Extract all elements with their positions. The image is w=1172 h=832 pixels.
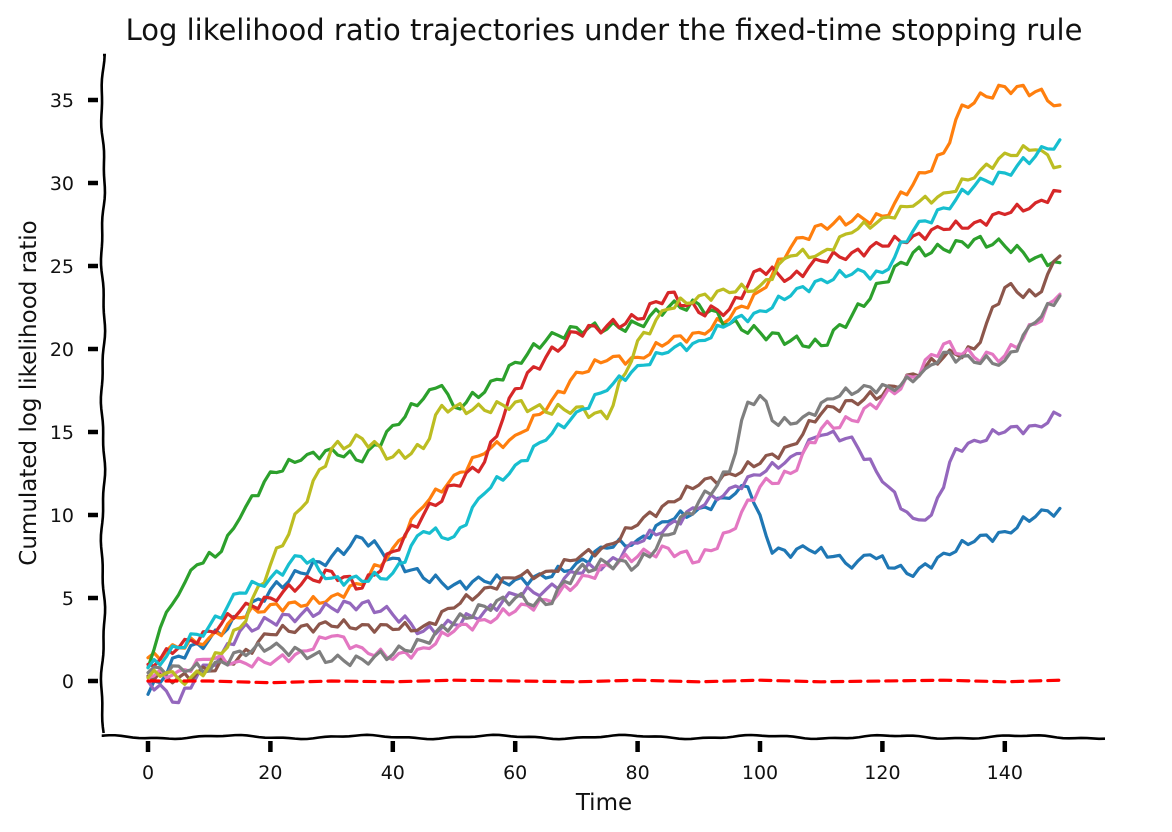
- x-axis-spine: [101, 733, 1106, 741]
- series-line: [146, 234, 1062, 670]
- x-tick-label: 60: [503, 762, 527, 784]
- x-tick-label: 20: [258, 762, 282, 784]
- series-line: [146, 188, 1062, 668]
- y-tick-label: 20: [50, 339, 74, 361]
- x-tick-label: 0: [142, 762, 154, 784]
- x-axis-ticks: 0 20 40 60 80 100 120 140: [142, 741, 1023, 784]
- x-tick-label: 80: [626, 762, 650, 784]
- y-tick-label: 0: [62, 671, 74, 693]
- series-line: [146, 83, 1062, 662]
- x-tick-label: 140: [987, 762, 1023, 784]
- y-tick-label: 5: [62, 588, 74, 610]
- y-axis-label: Cumulated log likelihood ratio: [16, 220, 42, 565]
- y-tick-label: 10: [50, 505, 74, 527]
- x-tick-label: 120: [864, 762, 900, 784]
- series-line: [146, 138, 1062, 670]
- y-tick-label: 25: [50, 256, 74, 278]
- y-tick-label: 15: [50, 422, 74, 444]
- x-tick-label: 100: [742, 762, 778, 784]
- series-layer: [146, 83, 1062, 705]
- series-line: [146, 292, 1062, 680]
- reference-line: [146, 678, 1062, 685]
- y-tick-label: 35: [50, 90, 74, 112]
- y-axis-ticks: 0 5 10 15 20 25 30 35: [50, 90, 98, 693]
- x-tick-label: 40: [381, 762, 405, 784]
- y-tick-label: 30: [50, 173, 74, 195]
- y-axis-spine: [99, 53, 107, 734]
- series-line: [146, 294, 1062, 677]
- series-line: [146, 144, 1062, 686]
- axes-spines: [99, 53, 1106, 741]
- x-axis-label: Time: [575, 790, 632, 816]
- chart-title: Log likelihood ratio trajectories under …: [126, 13, 1083, 47]
